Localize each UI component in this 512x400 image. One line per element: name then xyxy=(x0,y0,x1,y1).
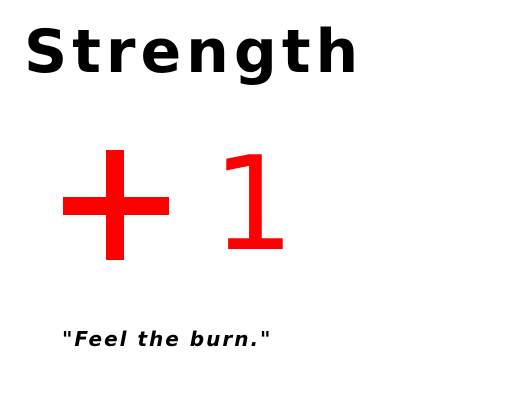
stat-flavor-text: "Feel the burn." xyxy=(62,327,273,351)
plus-icon xyxy=(60,150,170,260)
stat-name-title: Strength xyxy=(24,17,364,87)
plus-icon-vertical-bar xyxy=(106,150,124,260)
stat-change-display: 1 xyxy=(60,134,300,274)
stat-amount-value: 1 xyxy=(212,128,295,280)
